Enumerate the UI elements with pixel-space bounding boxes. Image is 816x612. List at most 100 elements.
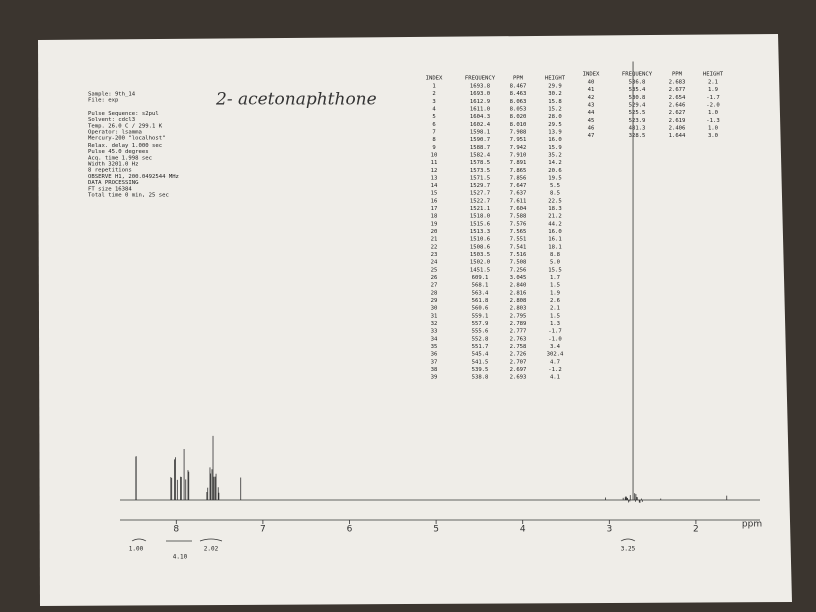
column-header: INDEX [426, 76, 443, 82]
cell: 7.541 [510, 244, 527, 250]
cell: 16.1 [548, 237, 561, 243]
handwritten-title: 2- acetonaphthone [215, 90, 377, 110]
cell: 35 [431, 344, 438, 350]
column-header: INDEX [583, 72, 600, 78]
cell: 5 [432, 114, 435, 120]
cell: 29.5 [548, 122, 561, 128]
cell: 42 [588, 95, 595, 101]
cell: 2.808 [510, 298, 527, 304]
cell: 2.619 [669, 118, 686, 124]
cell: 8.053 [510, 106, 527, 112]
cell: 7.256 [510, 267, 527, 273]
cell: 8.063 [510, 99, 527, 105]
cell: 13.9 [548, 129, 561, 135]
cell: 8.467 [510, 84, 527, 90]
cell: 45 [588, 118, 595, 124]
cell: 1513.3 [470, 229, 490, 235]
integral-label: 1.00 [129, 546, 144, 553]
cell: 23 [431, 252, 438, 258]
cell: 15.8 [548, 99, 562, 105]
cell: 2.1 [708, 80, 718, 86]
cell: 3.0 [708, 133, 718, 139]
cell: 8.463 [510, 91, 527, 97]
cell: 31 [431, 313, 438, 319]
cell: 1510.6 [470, 237, 490, 243]
cell: 4.7 [550, 359, 560, 365]
cell: 2.789 [510, 321, 527, 327]
cell: 2.726 [510, 352, 527, 358]
cell: 40 [588, 80, 595, 86]
tick-label: 2 [693, 525, 699, 535]
parameter: FT size 16384 [88, 186, 132, 192]
tick-label: 7 [260, 525, 266, 535]
cell: 2.763 [510, 336, 527, 342]
parameter: Total time 0 min, 25 sec [88, 193, 169, 199]
cell: 559.1 [472, 313, 489, 319]
cell: 560.6 [472, 306, 489, 312]
integral-label: 3.25 [621, 546, 636, 553]
cell: 9 [432, 145, 435, 151]
cell: 7.516 [510, 252, 527, 258]
cell: 17 [431, 206, 438, 212]
cell: 30.2 [548, 91, 561, 97]
cell: 29 [431, 298, 438, 304]
cell: 13 [431, 175, 438, 181]
bracket [131, 538, 147, 542]
cell: 7.637 [510, 191, 527, 197]
cell: 1582.4 [470, 152, 491, 158]
cell: 1508.6 [470, 244, 490, 250]
cell: 539.5 [472, 367, 489, 373]
column-header: HEIGHT [703, 72, 724, 78]
cell: 32 [431, 321, 438, 327]
cell: 1515.6 [470, 221, 490, 227]
cell: -1.0 [548, 336, 561, 342]
bracket [199, 538, 223, 542]
cell: 7.951 [510, 137, 527, 143]
cell: 1571.5 [470, 175, 490, 181]
cell: 1604.3 [470, 114, 490, 120]
cell: 41 [588, 87, 595, 93]
cell: 2.777 [510, 329, 527, 335]
cell: 16.0 [548, 137, 561, 143]
cell: 47 [588, 133, 595, 139]
cell: 33 [431, 329, 438, 335]
cell: 20 [431, 229, 438, 235]
column-header: PPM [672, 72, 683, 78]
cell: 551.7 [472, 344, 489, 350]
cell: 328.5 [629, 133, 646, 139]
column-header: PPM [513, 76, 524, 82]
cell: 1529.7 [470, 183, 490, 189]
cell: 7.604 [510, 206, 527, 212]
cell: -2.0 [706, 102, 719, 108]
cell: 5.0 [550, 260, 560, 266]
cell: 7 [432, 129, 435, 135]
integral-brackets [131, 538, 636, 542]
cell: 28 [431, 290, 438, 296]
cell: 1.9 [550, 290, 560, 296]
parameter: 8 repetitions [88, 168, 132, 174]
column-header: FREQUENCY [465, 76, 496, 82]
cell: 7.856 [510, 175, 527, 181]
tick-label: 6 [347, 525, 353, 535]
cell: 1590.7 [470, 137, 490, 143]
cell: 2.816 [510, 290, 527, 296]
cell: 3 [432, 99, 435, 105]
cell: 14.2 [548, 160, 561, 166]
cell: 1 [432, 84, 435, 90]
cell: 4 [432, 106, 436, 112]
cell: 14 [431, 183, 438, 189]
cell: 37 [431, 359, 438, 365]
cell: 24 [431, 260, 438, 266]
cell: 2.697 [510, 367, 527, 373]
cell: 2.758 [510, 344, 527, 350]
cell: 561.8 [472, 298, 489, 304]
cell: 563.4 [472, 290, 489, 296]
cell: 7.551 [510, 237, 527, 243]
cell: 1527.7 [470, 191, 490, 197]
cell: 1.0 [708, 110, 718, 116]
cell: 4.1 [550, 375, 560, 381]
cell: 2.683 [669, 80, 686, 86]
column-header: FREQUENCY [622, 72, 653, 78]
